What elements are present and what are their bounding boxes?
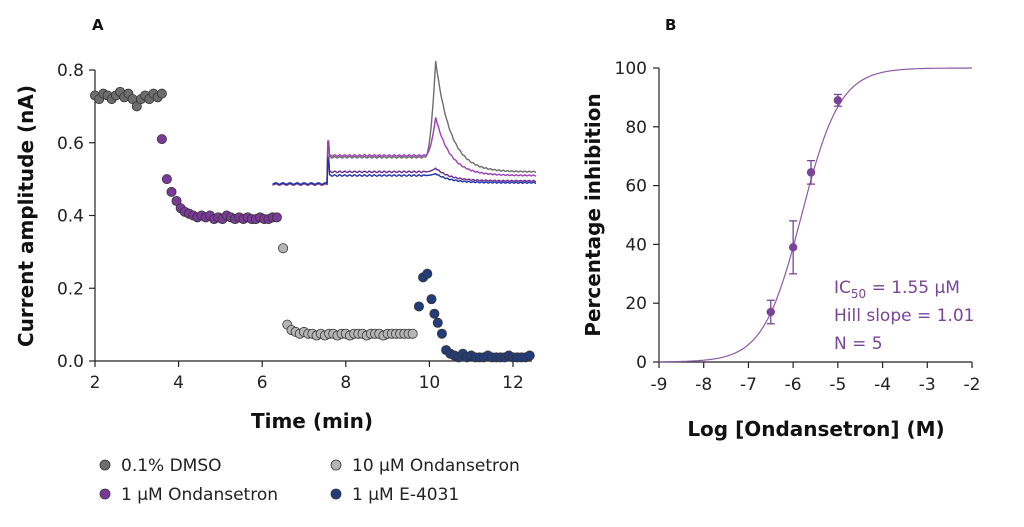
x-axis-label-b: Log [Ondansetron] (M) [687,417,944,441]
legend-marker-10um-ondansetron [330,459,342,471]
x-tick-label-a: 10 [419,373,441,393]
legend-label-10um-ondansetron: 10 µM Ondansetron [352,456,520,476]
point-1-um-e-4031 [436,328,447,339]
y-tick-label-a: 0.8 [57,61,84,81]
y-tick-label-b: 20 [625,294,647,314]
x-tick-label-b: -2 [964,375,981,395]
point-marker [833,96,843,105]
point-1-um-e-4031 [426,294,437,305]
x-tick-label-b: -7 [740,375,757,395]
point-1-um-e-4031 [432,317,443,328]
y-axis-label-a: Current amplitude (nA) [14,85,38,347]
legend-marker-dmso [99,459,111,471]
y-ticks-b: 0 20 40 60 80 100 [615,59,659,373]
legend-item-1um-ondansetron: 1 µM Ondansetron [99,485,278,505]
point-1-um-e-4031 [413,301,424,312]
legend-marker-1um-ondansetron [99,488,111,500]
x-tick-label-b: -9 [651,375,668,395]
x-tick-label-b: -6 [785,375,802,395]
x-ticks-b: -9 -8 -7 -6 -5 -4 -3 -2 [651,362,981,395]
legend: 0.1% DMSO 10 µM Ondansetron 1 µM Ondanse… [99,456,520,505]
point-1-um-ondansetron [156,134,167,145]
x-tick-label-b: -3 [919,375,936,395]
legend-label-dmso: 0.1% DMSO [121,456,222,476]
hill-fit-curve [659,67,972,363]
y-tick-label-b: 40 [625,235,647,255]
x-ticks-a: 2 4 6 8 10 12 [90,361,524,393]
dose-response-point [788,220,798,275]
panel-b: B 0 20 40 60 80 100 -9 -8 -7 -6 -5 -4 -3 -2 IC50 = 1… [581,16,980,441]
point-1-um-ondansetron [161,174,172,185]
point-marker [788,243,798,252]
x-tick-label-a: 8 [340,373,351,393]
y-tick-label-b: 0 [636,353,647,373]
panel-a: A 0.0 0.2 0.4 0.6 0.8 2 4 6 8 10 12 Time (min) Cu… [14,16,536,433]
x-tick-label-b: -8 [695,375,712,395]
legend-item-dmso: 0.1% DMSO [99,456,222,476]
ic50-annotation: IC50 = 1.55 µM [834,278,960,301]
legend-item-e4031: 1 µM E-4031 [330,485,459,505]
dose-response-point [806,159,816,185]
x-tick-label-b: -5 [829,375,846,395]
point-marker [806,168,816,177]
point-1-um-ondansetron [271,212,282,223]
point-1-um-ondansetron [166,186,177,197]
y-tick-label-a: 0.2 [57,279,84,299]
point-1-um-e-4031 [524,350,535,361]
point-10-um-ondansetron [278,243,289,254]
y-tick-label-a: 0.0 [57,352,84,372]
y-axis-label-b: Percentage inhibition [581,93,605,336]
inset-trace-1-um-e-4031 [272,160,536,185]
x-tick-label-a: 6 [257,373,268,393]
panel-label-b: B [665,16,676,34]
y-tick-label-b: 80 [625,118,647,138]
x-tick-label-a: 12 [502,373,524,393]
point-1-um-e-4031 [429,308,440,319]
point-1-um-e-4031 [422,268,433,279]
y-tick-label-b: 100 [615,59,647,79]
inset-traces [272,60,536,187]
dose-response-point [833,93,843,107]
y-tick-label-a: 0.4 [57,207,84,227]
x-axis-label-a: Time (min) [251,409,373,433]
y-ticks-a: 0.0 0.2 0.4 0.6 0.8 [57,61,95,372]
inset-trace-0-1-dmso [272,60,536,187]
y-tick-label-b: 60 [625,177,647,197]
point-10-um-ondansetron [407,328,418,339]
legend-marker-e4031 [330,488,342,500]
dose-response-points [766,93,843,325]
legend-label-e4031: 1 µM E-4031 [352,485,459,505]
legend-label-1um-ondansetron: 1 µM Ondansetron [121,485,278,505]
y-tick-label-a: 0.6 [57,134,84,154]
scatter-points-a [90,86,535,363]
point-0-1-dmso [156,88,167,99]
dose-response-point [766,299,775,325]
hill-slope-annotation: Hill slope = 1.01 [834,306,975,326]
point-marker [766,307,775,317]
x-tick-label-a: 2 [90,373,101,393]
x-tick-label-b: -4 [874,375,891,395]
n-annotation: N = 5 [834,334,883,354]
x-tick-label-a: 4 [173,373,184,393]
legend-item-10um-ondansetron: 10 µM Ondansetron [330,456,520,476]
panel-label-a: A [92,16,104,34]
